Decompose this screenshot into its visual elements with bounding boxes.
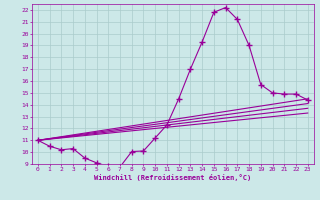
X-axis label: Windchill (Refroidissement éolien,°C): Windchill (Refroidissement éolien,°C) [94, 174, 252, 181]
